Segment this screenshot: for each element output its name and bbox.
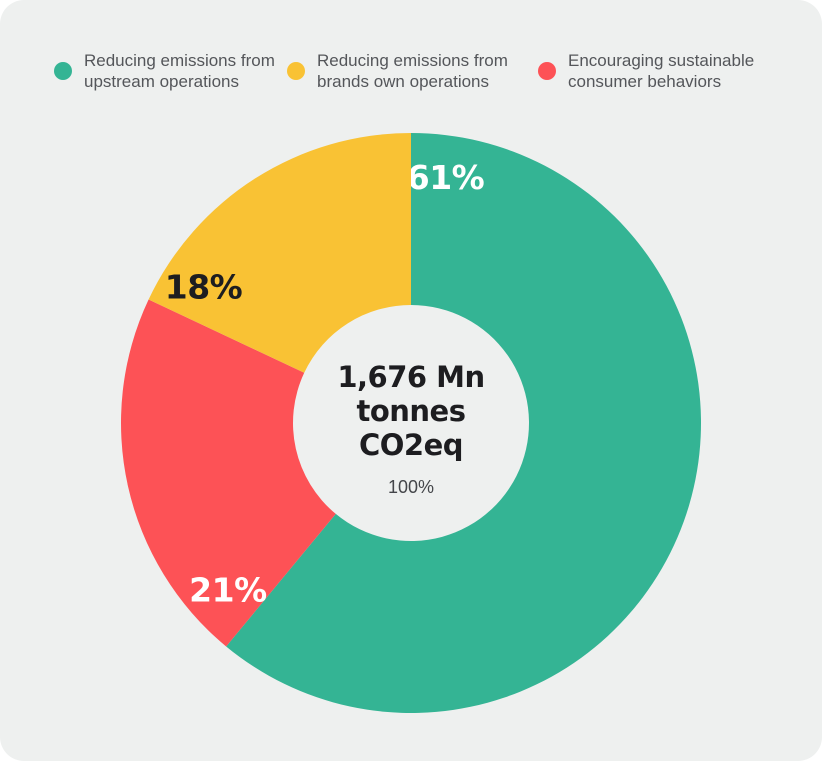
legend-dot-green bbox=[54, 62, 72, 80]
center-percent: 100% bbox=[387, 477, 435, 497]
legend-label-line: Reducing emissions from bbox=[84, 51, 275, 70]
legend-label-line: Encouraging sustainable bbox=[568, 51, 755, 70]
center-value-line: tonnes bbox=[356, 394, 466, 428]
donut-slice-consumer-behaviors bbox=[120, 299, 336, 647]
donut-slice-brands-own-operations bbox=[148, 133, 411, 373]
legend-item-upstream-operations: Reducing emissions from upstream operati… bbox=[54, 48, 275, 94]
legend-label-line: consumer behaviors bbox=[568, 72, 722, 91]
legend-dot-yellow bbox=[287, 62, 305, 80]
center-value: 1,676 Mn tonnes CO2eq bbox=[281, 360, 541, 462]
slice-percent-label-upstream-operations: 61% bbox=[407, 158, 485, 197]
slice-percent-label-brands-own-operations: 18% bbox=[165, 268, 243, 307]
legend-item-brands-own-operations: Reducing emissions from brands own opera… bbox=[287, 48, 508, 94]
donut-center-label: 1,676 Mn tonnes CO2eq 100% bbox=[281, 360, 541, 498]
legend-label: Reducing emissions from brands own opera… bbox=[317, 50, 508, 92]
center-value-line: 1,676 Mn bbox=[337, 360, 485, 394]
legend-label: Reducing emissions from upstream operati… bbox=[84, 50, 275, 92]
donut-slice-upstream-operations bbox=[226, 133, 702, 713]
legend-label-line: upstream operations bbox=[84, 72, 239, 91]
legend-label-line: Reducing emissions from bbox=[317, 51, 508, 70]
legend-label: Encouraging sustainable consumer behavio… bbox=[568, 50, 754, 92]
center-value-line: CO2eq bbox=[358, 428, 464, 462]
slice-percent-label-consumer-behaviors: 21% bbox=[189, 571, 267, 610]
legend-item-consumer-behaviors: Encouraging sustainable consumer behavio… bbox=[538, 48, 754, 94]
legend-dot-red bbox=[538, 62, 556, 80]
legend-label-line: brands own operations bbox=[317, 72, 490, 91]
